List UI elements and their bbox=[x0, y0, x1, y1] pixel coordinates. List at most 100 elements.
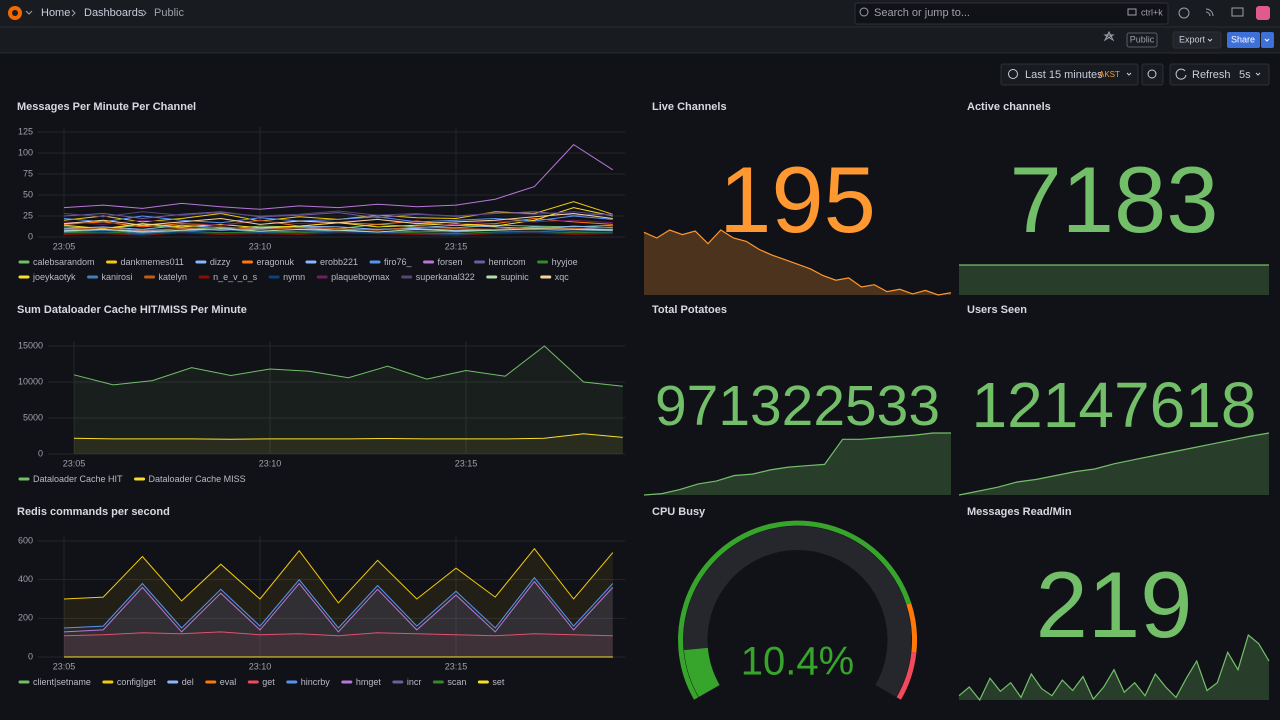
series-line bbox=[63, 547, 614, 604]
refresh-label: Refresh bbox=[1192, 69, 1231, 81]
timezone: AKST bbox=[1099, 70, 1120, 79]
legend-item[interactable]: scan bbox=[432, 677, 466, 687]
legend-item[interactable]: hmget bbox=[341, 677, 382, 687]
legend-label: get bbox=[262, 677, 275, 687]
public-badge bbox=[1126, 32, 1158, 48]
legend-label: kanirosi bbox=[102, 272, 133, 282]
star-icon[interactable] bbox=[1103, 30, 1115, 42]
y-tick-label: 10000 bbox=[18, 376, 43, 386]
y-tick-label: 400 bbox=[18, 574, 33, 584]
series-area bbox=[74, 346, 623, 454]
legend-item[interactable]: eval bbox=[205, 677, 237, 687]
legend-item[interactable]: erobb221 bbox=[305, 257, 358, 267]
y-tick-label: 0 bbox=[28, 231, 33, 241]
legend-label: eval bbox=[220, 677, 237, 687]
legend-item[interactable]: eragonuk bbox=[241, 257, 294, 267]
legend-label: scan bbox=[447, 677, 466, 687]
refresh-icon bbox=[1175, 68, 1187, 80]
legend-item[interactable]: nymn bbox=[268, 272, 305, 282]
news-icon[interactable] bbox=[1205, 8, 1214, 17]
legend-item[interactable]: superkanal322 bbox=[401, 272, 475, 282]
sparkline bbox=[958, 633, 1270, 702]
x-tick-label: 23:05 bbox=[53, 661, 76, 671]
legend-item[interactable]: dankmemes011 bbox=[106, 257, 184, 267]
share-caret bbox=[1264, 38, 1270, 42]
stat-value: 7183 bbox=[1009, 147, 1218, 252]
sparkline bbox=[643, 229, 952, 296]
stat-value: 195 bbox=[719, 147, 876, 252]
legend-label: nymn bbox=[283, 272, 305, 282]
time-caret bbox=[1126, 72, 1132, 76]
legend-item[interactable]: config|get bbox=[102, 677, 156, 687]
x-tick-label: 23:10 bbox=[259, 458, 282, 468]
legend-item[interactable]: incr bbox=[392, 677, 422, 687]
legend-label: hyyjoe bbox=[552, 257, 578, 267]
legend-label: calebsarandom bbox=[33, 257, 95, 267]
legend-label: plaqueboymax bbox=[331, 272, 390, 282]
time-range: Last 15 minutes bbox=[1025, 69, 1103, 81]
sparkline bbox=[958, 432, 1270, 496]
legend-label: eragonuk bbox=[256, 257, 294, 267]
legend-item[interactable]: joeykaotyk bbox=[18, 272, 76, 282]
legend-item[interactable]: plaqueboymax bbox=[316, 272, 390, 282]
legend-item[interactable]: henricom bbox=[474, 257, 526, 267]
shortcut: ctrl+k bbox=[1141, 7, 1163, 17]
series-line bbox=[63, 580, 614, 633]
legend-label: client|setname bbox=[33, 677, 91, 687]
zoom-out-button[interactable] bbox=[1141, 63, 1164, 86]
refresh-button[interactable] bbox=[1169, 63, 1270, 86]
panel-title: Live Channels bbox=[652, 101, 727, 113]
search-box[interactable] bbox=[854, 2, 1169, 25]
legend-item[interactable]: calebsarandom bbox=[18, 257, 95, 267]
time-picker[interactable] bbox=[1000, 63, 1139, 86]
legend-item[interactable]: get bbox=[247, 677, 275, 687]
legend-item[interactable]: dizzy bbox=[195, 257, 231, 267]
gauge-value: 10.4% bbox=[741, 640, 854, 684]
export-caret bbox=[1207, 38, 1213, 42]
legend-label: Dataloader Cache HIT bbox=[33, 474, 123, 484]
legend-label: hincrby bbox=[301, 677, 331, 687]
legend-item[interactable]: hyyjoe bbox=[537, 257, 578, 267]
legend-label: forsen bbox=[438, 257, 463, 267]
breadcrumb[interactable]: Home bbox=[41, 7, 70, 19]
legend-item[interactable]: Dataloader Cache HIT bbox=[18, 474, 123, 484]
search-icon bbox=[859, 7, 869, 17]
interval-caret bbox=[1255, 72, 1261, 76]
legend-item[interactable]: forsen bbox=[423, 257, 463, 267]
sparkline bbox=[643, 432, 951, 496]
x-tick-label: 23:15 bbox=[445, 661, 468, 671]
legend-item[interactable]: Dataloader Cache MISS bbox=[134, 474, 246, 484]
legend-item[interactable]: kanirosi bbox=[87, 272, 133, 282]
threshold-arc bbox=[906, 603, 917, 653]
legend-item[interactable]: client|setname bbox=[18, 677, 91, 687]
panel-title: Total Potatoes bbox=[652, 304, 727, 316]
help-icon[interactable] bbox=[1178, 7, 1190, 19]
series-area bbox=[64, 581, 613, 657]
legend-item[interactable]: hincrby bbox=[286, 677, 331, 687]
y-tick-label: 0 bbox=[38, 448, 43, 458]
legend-label: superkanal322 bbox=[416, 272, 475, 282]
export-button[interactable] bbox=[1172, 31, 1222, 49]
legend-item[interactable]: del bbox=[167, 677, 194, 687]
series-line bbox=[73, 433, 623, 440]
legend-item[interactable]: supinic bbox=[486, 272, 530, 282]
panel-title: Messages Per Minute Per Channel bbox=[17, 101, 196, 113]
legend-item[interactable]: xqc bbox=[540, 272, 570, 282]
legend-item[interactable]: katelyn bbox=[144, 272, 188, 282]
share-button[interactable] bbox=[1227, 32, 1260, 48]
y-tick-label: 75 bbox=[23, 168, 33, 178]
legend-item[interactable]: set bbox=[477, 677, 505, 687]
breadcrumb-separator bbox=[142, 9, 147, 17]
sparkline-area bbox=[959, 265, 1269, 295]
series-line bbox=[63, 231, 613, 236]
y-tick-label: 15000 bbox=[18, 340, 43, 350]
kiosk-icon[interactable] bbox=[1231, 7, 1244, 17]
legend-item[interactable]: firo76_ bbox=[369, 257, 413, 267]
panel bbox=[958, 298, 1270, 495]
legend-label: supinic bbox=[501, 272, 530, 282]
breadcrumb[interactable]: Dashboards bbox=[84, 7, 144, 19]
legend-label: hmget bbox=[356, 677, 382, 687]
legend-item[interactable]: n_e_v_o_s bbox=[198, 272, 258, 282]
avatar[interactable] bbox=[1256, 6, 1270, 20]
legend-label: Dataloader Cache MISS bbox=[149, 474, 246, 484]
